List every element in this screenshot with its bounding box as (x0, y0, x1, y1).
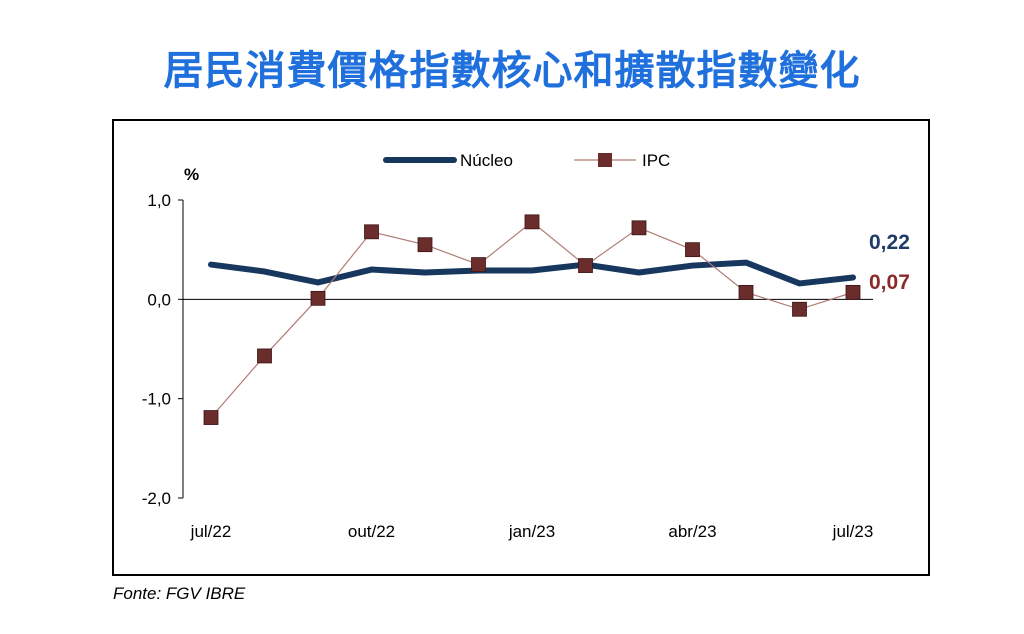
ipc-marker (845, 284, 861, 300)
y-tick-label: -1,0 (142, 390, 171, 409)
legend: Núcleo IPC (383, 151, 670, 170)
y-tick-label: 0,0 (147, 290, 171, 309)
page-title: 居民消費價格指數核心和擴散指數變化 (163, 48, 861, 94)
ipc-marker (257, 348, 272, 364)
y-axis-unit-label: % (184, 165, 199, 184)
series-group (203, 214, 861, 425)
end-labels: 0,22 0,07 (869, 231, 910, 294)
series-line-nucleo (208, 259, 856, 287)
y-tick-label: 1,0 (147, 191, 171, 210)
ipc-marker (524, 214, 540, 230)
x-tick-label: jan/23 (508, 522, 555, 541)
ipc-marker (738, 284, 754, 300)
ipc-marker (364, 224, 379, 240)
x-tick-label: out/22 (348, 522, 395, 541)
end-label-ipc: 0,07 (869, 271, 910, 294)
ipc-marker (685, 242, 700, 258)
ipc-marker (417, 237, 433, 253)
legend-label-ipc: IPC (642, 151, 670, 170)
chart-frame: Núcleo IPC 1,0 0,0 -1,0 -2,0% jul/22 out/22 jan… (112, 119, 930, 576)
x-tick-label: jul/23 (832, 522, 874, 541)
x-tick-label: abr/23 (668, 522, 716, 541)
ipc-marker (471, 257, 486, 272)
ipc-marker (578, 258, 593, 273)
ipc-marker (203, 410, 219, 425)
axes: 1,0 0,0 -1,0 -2,0% jul/22 out/22 jan/23 abr/23 j… (142, 165, 874, 541)
y-tick-label: -2,0 (142, 489, 171, 508)
legend-marker-ipc (598, 153, 612, 167)
ipc-marker (792, 301, 807, 317)
x-tick-label: jul/22 (190, 522, 232, 541)
ipc-marker (631, 220, 647, 236)
ipc-marker (310, 290, 326, 306)
series-line-ipc (210, 221, 854, 418)
chart-svg: Núcleo IPC 1,0 0,0 -1,0 -2,0% jul/22 out/22 jan… (142, 151, 910, 541)
legend-label-nucleo: Núcleo (460, 151, 513, 170)
source-note: Fonte: FGV IBRE (113, 584, 246, 603)
end-label-nucleo: 0,22 (869, 231, 910, 254)
